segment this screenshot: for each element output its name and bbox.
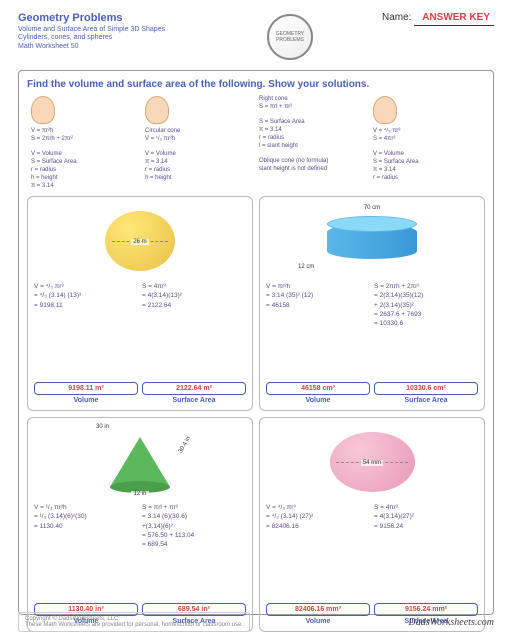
vol-value: 9198.11 m³ bbox=[34, 382, 138, 395]
vol-result: 9198.11 m³ Volume bbox=[34, 382, 138, 404]
results: 9198.11 m³ Volume 2122.64 m² Surface Area bbox=[34, 382, 246, 404]
name-field: Name: ANSWER KEY bbox=[382, 12, 494, 23]
vol-calc: V = πr²h = 3.14 (35)² (12) = 46158 bbox=[266, 282, 370, 378]
formula-text: V = ⁴/₃ πr³ S = 4πr² V = Volume S = Surf… bbox=[373, 128, 481, 183]
formula-text: Right cone S = πrl + πr² S = Surface Are… bbox=[259, 96, 367, 174]
formula-cylinder: V = πr²h S = 2πrh + 2πr² V = Volume S = … bbox=[31, 96, 139, 190]
formula-cone-sa: Right cone S = πrl + πr² S = Surface Are… bbox=[259, 96, 367, 190]
header: Geometry Problems Volume and Surface Are… bbox=[18, 12, 494, 62]
kid-icon bbox=[145, 96, 169, 124]
vol-label: Volume bbox=[34, 397, 138, 404]
footer: Copyright © DadsWorksheets, LLC These Ma… bbox=[18, 612, 494, 632]
calculations: V = ⁴/₃ πr³ = ⁴/₃ (3.14) (27)³ = 82406.1… bbox=[266, 499, 478, 599]
formula-cone-vol: Circular cone V = ¹/₃ πr²h V = Volume π … bbox=[145, 96, 253, 190]
answer-key: ANSWER KEY bbox=[414, 12, 494, 26]
shape-sphere: 26 m bbox=[34, 203, 246, 278]
formula-reference: V = πr²h S = 2πrh + 2πr² V = Volume S = … bbox=[27, 96, 485, 190]
calculations: V = ⁴/₃ πr³ = ⁴/₃ (3.14) (13)³ = 9198.11… bbox=[34, 278, 246, 378]
sa-label: Surface Area bbox=[142, 397, 246, 404]
cylinder-icon bbox=[327, 216, 417, 266]
vol-value: 46158 cm³ bbox=[266, 382, 370, 395]
formula-text: V = πr²h S = 2πrh + 2πr² V = Volume S = … bbox=[31, 128, 139, 190]
problem-3: 30 in 30.4 in 12 in V = ¹/₃ πr²h = ¹/₃ (… bbox=[27, 417, 253, 632]
kid-icon bbox=[373, 96, 397, 124]
name-label: Name: bbox=[382, 12, 411, 23]
results: 46158 cm³ Volume 10330.6 cm² Surface Area bbox=[266, 382, 478, 404]
sa-value: 10330.6 cm² bbox=[374, 382, 478, 395]
main-content: Find the volume and surface area of the … bbox=[18, 70, 494, 615]
vol-calc: V = ¹/₃ πr²h = ¹/₃ (3.14)(6)²(30) = 1130… bbox=[34, 503, 138, 599]
copyright-box: Copyright © DadsWorksheets, LLC These Ma… bbox=[18, 612, 250, 632]
problem-2: 70 cm 12 cm V = πr²h = 3.14 (35)² (12) =… bbox=[259, 196, 485, 411]
footer-note: These Math Worksheets are provided for p… bbox=[25, 622, 243, 628]
vol-label: Volume bbox=[266, 397, 370, 404]
sa-calc: S = 4πr² = 4(3.14)(27)² = 9156.24 bbox=[374, 503, 478, 599]
header-left: Geometry Problems Volume and Surface Are… bbox=[18, 12, 198, 51]
sa-label: Surface Area bbox=[374, 397, 478, 404]
dim-label: 26 m bbox=[131, 239, 148, 245]
vol-calc: V = ⁴/₃ πr³ = ⁴/₃ (3.14) (27)³ = 82406.1… bbox=[266, 503, 370, 599]
sa-value: 2122.64 m² bbox=[142, 382, 246, 395]
dim-label: 70 cm bbox=[362, 205, 382, 211]
shape-cone: 30 in 30.4 in 12 in bbox=[34, 424, 246, 499]
dim-label: 30.4 in bbox=[177, 434, 193, 456]
cone-icon bbox=[110, 437, 170, 487]
formula-sphere: V = ⁴/₃ πr³ S = 4πr² V = Volume S = Surf… bbox=[373, 96, 481, 190]
dim-label: 12 in bbox=[131, 491, 148, 497]
calculations: V = πr²h = 3.14 (35)² (12) = 46158 S = 2… bbox=[266, 278, 478, 378]
sa-result: 2122.64 m² Surface Area bbox=[142, 382, 246, 404]
problems-grid: 26 m V = ⁴/₃ πr³ = ⁴/₃ (3.14) (13)³ = 91… bbox=[27, 196, 485, 632]
subtitle: Volume and Surface Area of Simple 3D Sha… bbox=[18, 26, 198, 34]
sa-calc: S = πrl + πr² = 3.14 (6)(30.6) +(3.14)(6… bbox=[142, 503, 246, 599]
subtitle2: Cylinders, cones, and spheres bbox=[18, 34, 198, 42]
instruction: Find the volume and surface area of the … bbox=[27, 79, 485, 90]
logo-icon: GEOMETRYPROBLEMS bbox=[267, 14, 313, 60]
calculations: V = ¹/₃ πr²h = ¹/₃ (3.14)(6)²(30) = 1130… bbox=[34, 499, 246, 599]
vol-calc: V = ⁴/₃ πr³ = ⁴/₃ (3.14) (13)³ = 9198.11 bbox=[34, 282, 138, 378]
vol-result: 46158 cm³ Volume bbox=[266, 382, 370, 404]
dim-label: 54 mm bbox=[361, 460, 383, 466]
problem-1: 26 m V = ⁴/₃ πr³ = ⁴/₃ (3.14) (13)³ = 91… bbox=[27, 196, 253, 411]
formula-text: Circular cone V = ¹/₃ πr²h V = Volume π … bbox=[145, 128, 253, 183]
site-name: DadsWorksheets.com bbox=[409, 617, 494, 628]
title: Geometry Problems bbox=[18, 12, 198, 24]
sa-calc: S = 4πr² = 4(3.14)(13)² = 2122.64 bbox=[142, 282, 246, 378]
subtitle3: Math Worksheet 50 bbox=[18, 43, 198, 51]
dim-label: 12 cm bbox=[296, 264, 316, 270]
kid-icon bbox=[31, 96, 55, 124]
shape-sphere: 54 mm bbox=[266, 424, 478, 499]
shape-cylinder: 70 cm 12 cm bbox=[266, 203, 478, 278]
worksheet-page: Geometry Problems Volume and Surface Are… bbox=[0, 0, 512, 640]
problem-4: 54 mm V = ⁴/₃ πr³ = ⁴/₃ (3.14) (27)³ = 8… bbox=[259, 417, 485, 632]
dim-label: 30 in bbox=[94, 424, 111, 430]
sa-result: 10330.6 cm² Surface Area bbox=[374, 382, 478, 404]
logo: GEOMETRYPROBLEMS bbox=[265, 12, 315, 62]
sa-calc: S = 2πrh + 2πr² = 2(3.14)(35)(12) + 2(3.… bbox=[374, 282, 478, 378]
